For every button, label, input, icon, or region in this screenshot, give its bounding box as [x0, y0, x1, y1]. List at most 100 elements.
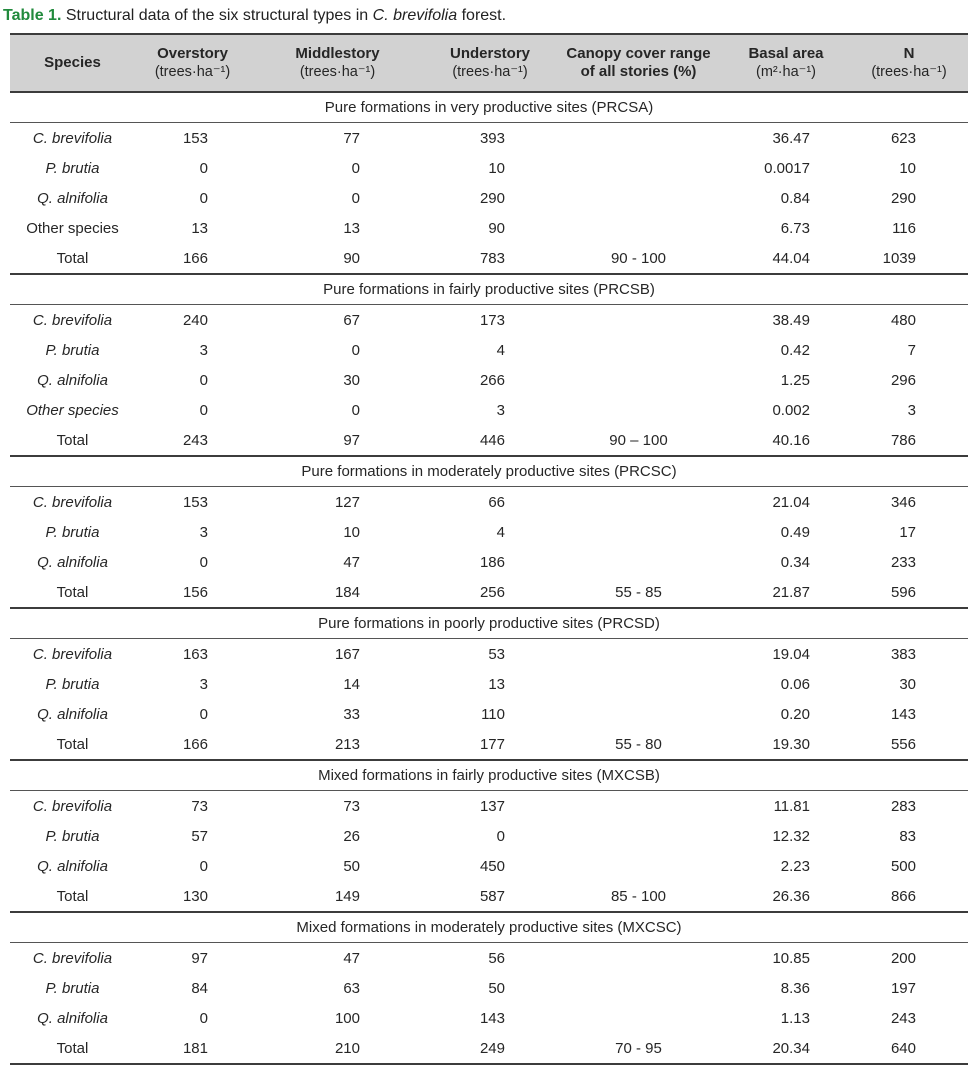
understory-cell: 783 — [425, 243, 555, 275]
species-cell: Q. alnifolia — [37, 705, 108, 723]
canopy-cell — [555, 365, 722, 395]
canopy-cell — [555, 395, 722, 425]
canopy-cell — [555, 123, 722, 154]
species-cell: Total — [10, 1033, 135, 1065]
basal-cell: 19.30 — [722, 729, 850, 761]
section-header-row: Pure formations in fairly productive sit… — [10, 274, 968, 305]
canopy-cell — [555, 669, 722, 699]
basal-cell: 10.85 — [772, 949, 810, 967]
species-cell: Other species — [26, 401, 119, 419]
canopy-cell: 70 - 95 — [555, 1033, 722, 1065]
overstory-cell: 13 — [191, 219, 208, 237]
section-header: Mixed formations in fairly productive si… — [10, 760, 968, 791]
n-cell: 3 — [907, 401, 916, 419]
understory-cell: 290 — [479, 189, 505, 207]
basal-cell: 12.32 — [772, 827, 810, 845]
middlestory-cell: 47 — [343, 949, 360, 967]
column-header-basal: Basal area (m²·ha⁻¹) — [748, 45, 824, 80]
basal-cell: 0.84 — [780, 189, 810, 207]
section-header: Pure formations in fairly productive sit… — [10, 274, 968, 305]
n-cell: 197 — [890, 979, 916, 997]
canopy-cell — [555, 487, 722, 518]
understory-cell: 587 — [425, 881, 555, 913]
overstory-cell: 84 — [191, 979, 208, 997]
understory-cell: 173 — [479, 311, 505, 329]
canopy-cell — [555, 305, 722, 336]
species-cell: Q. alnifolia — [37, 371, 108, 389]
basal-cell: 6.73 — [780, 219, 810, 237]
n-cell: 116 — [892, 219, 916, 237]
n-cell: 30 — [899, 675, 916, 693]
column-header-n: N (trees·ha⁻¹) — [871, 45, 947, 80]
table-row: Total 156 184 256 55 - 85 21.87 596 — [10, 577, 968, 609]
overstory-cell: 153 — [182, 129, 208, 147]
middlestory-cell: 127 — [334, 493, 360, 511]
overstory-cell: 0 — [199, 371, 208, 389]
basal-cell: 1.13 — [780, 1009, 810, 1027]
n-cell: 17 — [899, 523, 916, 541]
table-header: Species Overstory (trees·ha⁻¹) Middlestory(… — [10, 34, 968, 92]
n-cell: 500 — [890, 857, 916, 875]
n-cell: 83 — [899, 827, 916, 845]
table-body: Pure formations in very productive sites… — [10, 92, 968, 1065]
section-header-row: Pure formations in very productive sites… — [10, 92, 968, 123]
middlestory-cell: 97 — [250, 425, 425, 457]
species-cell: P. brutia — [45, 523, 100, 541]
basal-cell: 1.25 — [780, 371, 810, 389]
canopy-cell — [555, 943, 722, 974]
table-row: C. brevifolia 97 47 56 10.85 200 — [10, 943, 968, 974]
n-cell: 383 — [890, 645, 916, 663]
canopy-cell — [555, 153, 722, 183]
middlestory-cell: 167 — [334, 645, 360, 663]
overstory-cell: 0 — [199, 705, 208, 723]
table-row: Total 181 210 249 70 - 95 20.34 640 — [10, 1033, 968, 1065]
n-cell: 143 — [890, 705, 916, 723]
column-header-canopy: Canopy cover range of all stories (%) — [566, 45, 711, 80]
basal-cell: 44.04 — [722, 243, 850, 275]
overstory-cell: 0 — [199, 401, 208, 419]
n-cell: 480 — [890, 311, 916, 329]
canopy-cell — [555, 821, 722, 851]
overstory-cell: 0 — [199, 857, 208, 875]
understory-cell: 50 — [488, 979, 505, 997]
middlestory-cell: 213 — [250, 729, 425, 761]
understory-cell: 137 — [479, 797, 505, 815]
middlestory-cell: 0 — [351, 159, 360, 177]
table-row: Q. alnifolia 0 47 186 0.34 233 — [10, 547, 968, 577]
species-cell: C. brevifolia — [32, 949, 113, 967]
basal-cell: 11.81 — [773, 797, 810, 815]
overstory-cell: 153 — [182, 493, 208, 511]
table-caption-text-before: Structural data of the six structural ty… — [65, 7, 369, 24]
table-row: C. brevifolia 163 167 53 19.04 383 — [10, 639, 968, 670]
basal-cell: 36.47 — [772, 129, 810, 147]
understory-cell: 13 — [488, 675, 505, 693]
species-cell: C. brevifolia — [32, 129, 113, 147]
middlestory-cell: 0 — [351, 401, 360, 419]
overstory-cell: 3 — [199, 675, 208, 693]
section-header-row: Mixed formations in moderately productiv… — [10, 912, 968, 943]
n-cell: 346 — [890, 493, 916, 511]
table-row: Q. alnifolia 0 50 450 2.23 500 — [10, 851, 968, 881]
middlestory-cell: 26 — [343, 827, 360, 845]
species-cell: Q. alnifolia — [37, 553, 108, 571]
basal-cell: 2.23 — [780, 857, 810, 875]
understory-cell: 56 — [488, 949, 505, 967]
canopy-cell: 85 - 100 — [555, 881, 722, 913]
table-row: Total 166 90 783 90 - 100 44.04 1039 — [10, 243, 968, 275]
species-cell: P. brutia — [45, 827, 100, 845]
table-row: C. brevifolia 240 67 173 38.49 480 — [10, 305, 968, 336]
middlestory-cell: 0 — [351, 341, 360, 359]
section-header-row: Mixed formations in fairly productive si… — [10, 760, 968, 791]
overstory-cell: 243 — [135, 425, 250, 457]
section-header: Pure formations in very productive sites… — [10, 92, 968, 123]
understory-cell: 256 — [425, 577, 555, 609]
n-cell: 200 — [890, 949, 916, 967]
n-cell: 290 — [890, 189, 916, 207]
n-cell: 296 — [890, 371, 916, 389]
understory-cell: 90 — [488, 219, 505, 237]
n-cell: 640 — [850, 1033, 968, 1065]
basal-cell: 0.34 — [780, 553, 810, 571]
understory-cell: 177 — [425, 729, 555, 761]
overstory-cell: 0 — [199, 1009, 208, 1027]
species-cell: Q. alnifolia — [37, 857, 108, 875]
